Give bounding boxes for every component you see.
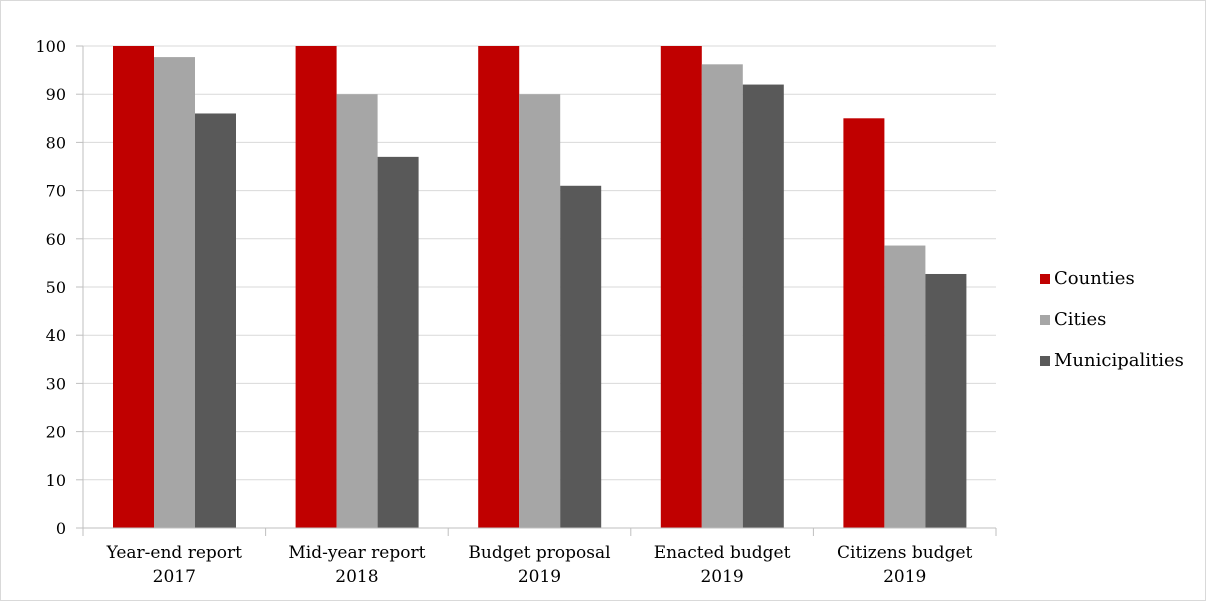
bar-municipalities-3 (742, 84, 784, 528)
x-tick-label: Enacted budget 2019 (654, 543, 791, 587)
legend: Counties Cities Municipalities (1040, 258, 1184, 381)
bar-municipalities-0 (195, 113, 236, 528)
bar-cities-1 (336, 94, 378, 528)
legend-label-municipalities: Municipalities (1054, 350, 1184, 371)
bar-cities-2 (519, 94, 561, 528)
legend-swatch-counties (1040, 273, 1050, 284)
y-tick-label: 80 (46, 133, 66, 152)
x-tick-labels: Year-end report 2017 Mid-year report 2018 Bu… (106, 543, 973, 587)
legend-label-counties: Counties (1054, 268, 1135, 289)
bar-municipalities-4 (925, 273, 967, 528)
bar-counties-2 (478, 46, 520, 528)
legend-swatch-cities (1040, 314, 1050, 325)
x-tick-label: Budget proposal 2019 (468, 543, 610, 587)
bar-cities-4 (884, 245, 926, 528)
y-tick-label: 100 (35, 37, 66, 56)
legend-label-cities: Cities (1054, 309, 1107, 330)
x-tick-label: Year-end report 2017 (106, 543, 243, 587)
legend-item-municipalities: Municipalities (1040, 340, 1184, 381)
legend-item-counties: Counties (1040, 258, 1184, 299)
y-tick-label: 20 (46, 423, 66, 442)
bar-counties-3 (660, 46, 702, 528)
legend-swatch-municipalities (1040, 355, 1050, 366)
y-tick-label: 0 (56, 519, 66, 538)
axes (76, 45, 997, 536)
y-tick-label: 40 (46, 326, 66, 345)
bar-cities-0 (154, 57, 195, 528)
bar-municipalities-1 (377, 156, 419, 529)
x-tick-label: Citizens budget 2019 (837, 543, 972, 587)
y-tick-label: 50 (46, 278, 66, 297)
y-tick-label: 60 (46, 230, 66, 249)
y-tick-label: 70 (46, 182, 66, 201)
bar-counties-1 (295, 46, 337, 528)
y-tick-label: 90 (46, 85, 66, 104)
bar-counties-0 (113, 46, 154, 528)
legend-item-cities: Cities (1040, 299, 1184, 340)
y-tick-labels: 0 10 20 30 40 50 60 70 80 90 100 (35, 37, 66, 538)
bars (113, 46, 967, 529)
bar-counties-4 (843, 118, 885, 529)
y-tick-label: 30 (46, 374, 66, 393)
x-tick-label: Mid-year report 2018 (288, 543, 425, 587)
bar-municipalities-2 (560, 185, 602, 528)
bar-cities-3 (701, 64, 743, 528)
y-tick-label: 10 (46, 471, 66, 490)
